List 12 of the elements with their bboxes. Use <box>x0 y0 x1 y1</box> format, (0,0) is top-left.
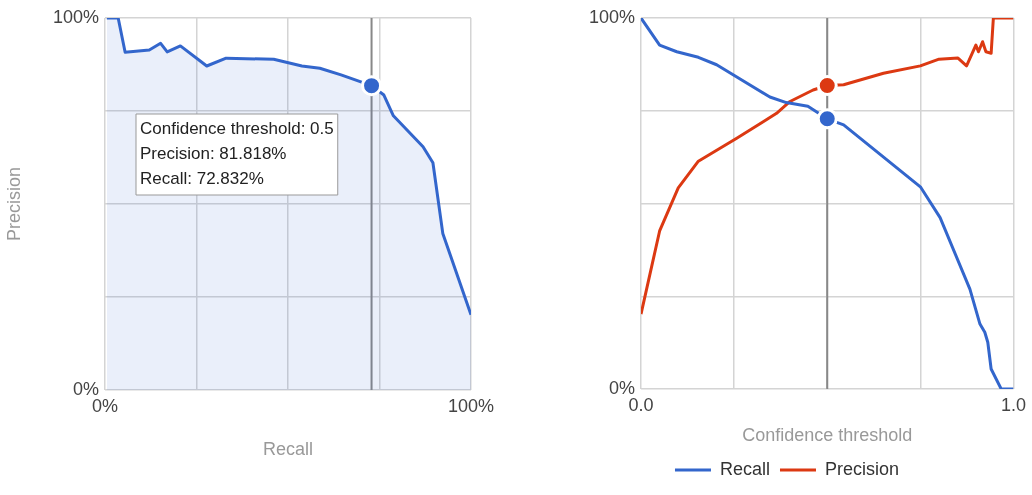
legend-label: Precision <box>824 458 900 479</box>
x-tick-label: 0% <box>91 395 119 416</box>
x-axis-title: Recall <box>262 439 314 460</box>
x-axis-title: Confidence threshold <box>742 425 913 446</box>
y-axis-title: Precision <box>3 166 24 242</box>
annotation: Recall: 72.832% <box>140 169 264 189</box>
annotation: Confidence threshold: 0.5 <box>140 119 334 139</box>
x-tick-label: 0.0 <box>628 394 654 415</box>
annotation: Precision: 81.818% <box>140 144 287 164</box>
x-tick-label: 100% <box>447 395 494 416</box>
legend-label: Recall <box>719 458 771 479</box>
x-tick-label: 1.0 <box>1000 394 1026 415</box>
